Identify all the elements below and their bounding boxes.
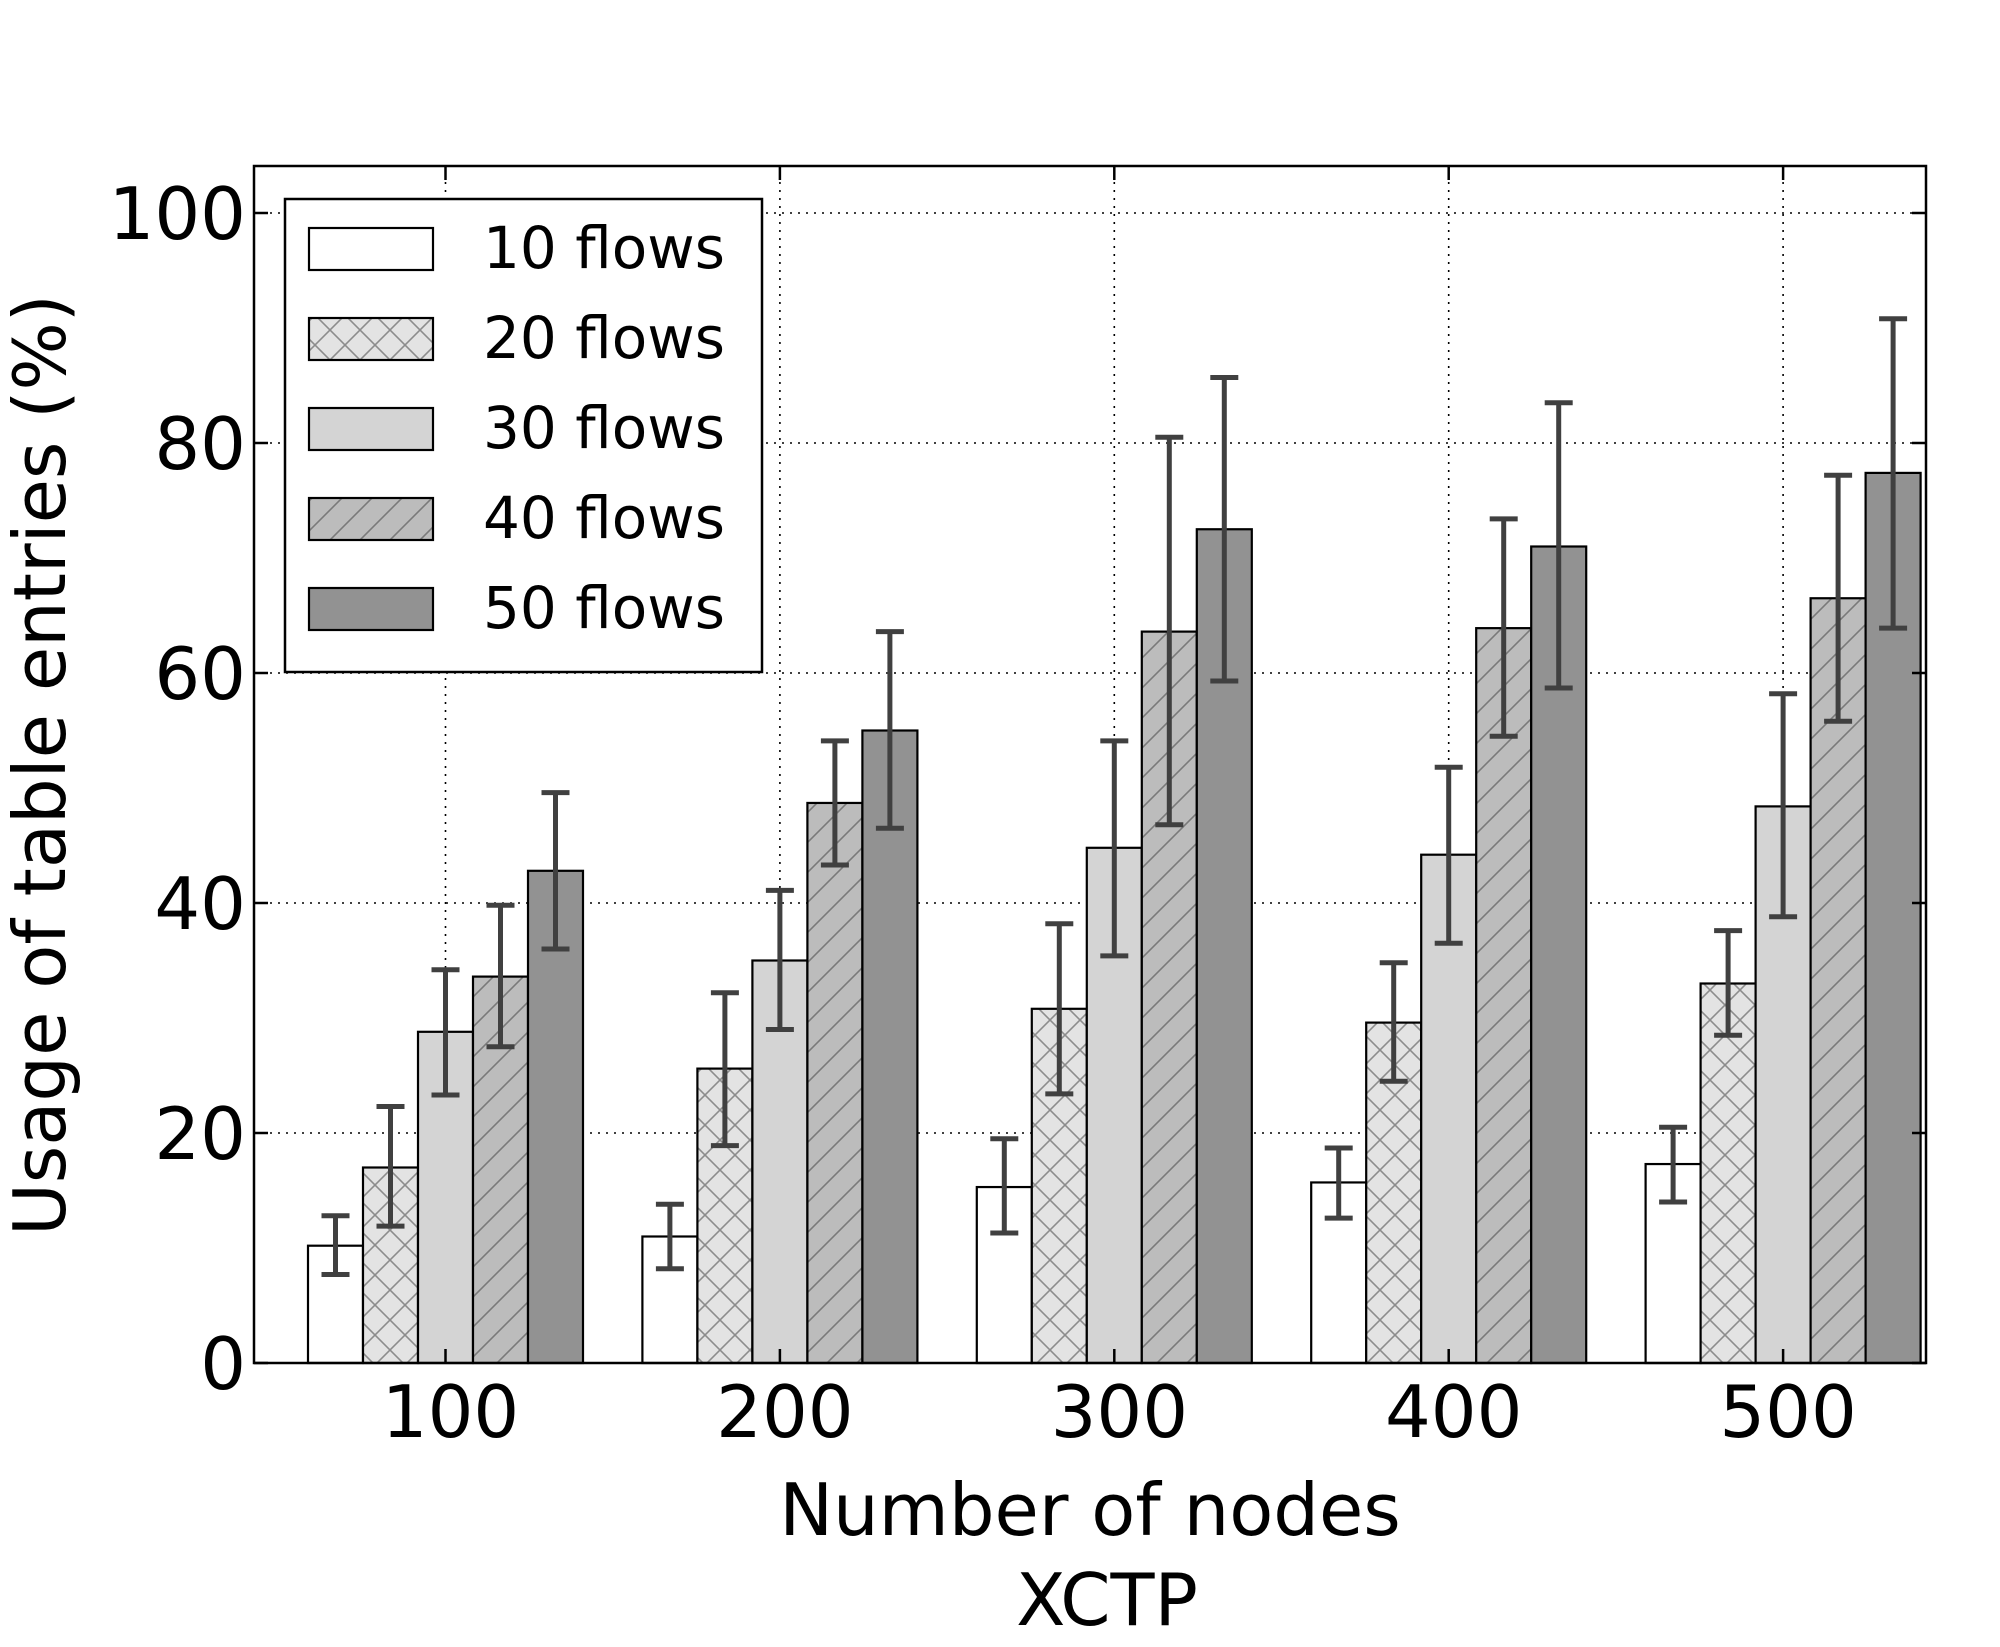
y-tick-label: 40 xyxy=(154,862,246,946)
legend-swatch-outline xyxy=(307,406,435,452)
bar xyxy=(528,870,583,1363)
legend: 10 flows 20 flows 30 flows 40 flows 50 flows xyxy=(283,197,764,674)
bar-hatch xyxy=(1810,598,1866,1363)
legend-label: 30 flows xyxy=(483,394,725,462)
legend-swatch-hatch xyxy=(309,318,433,360)
y-tick-label: 20 xyxy=(154,1092,246,1176)
y-tick-label: 100 xyxy=(109,172,246,256)
legend-label: 50 flows xyxy=(483,574,725,642)
grid-lines xyxy=(254,166,1926,1363)
legend-swatch xyxy=(309,228,433,270)
bar-hatch xyxy=(1476,628,1532,1363)
x-tick-label: 100 xyxy=(382,1370,519,1454)
legend-swatch-hatch xyxy=(309,498,433,540)
x-tick-label: 500 xyxy=(1719,1370,1856,1454)
legend-label: 40 flows xyxy=(483,484,725,552)
legend-swatch xyxy=(309,588,433,630)
legend-swatch-outline xyxy=(307,496,435,542)
y-tick-label: 0 xyxy=(200,1322,246,1406)
y-tick-label: 60 xyxy=(154,632,246,716)
x-tick-label: 400 xyxy=(1385,1370,1522,1454)
legend-label: 20 flows xyxy=(483,304,725,372)
legend-swatch-outline xyxy=(307,226,435,272)
legend-swatch xyxy=(309,408,433,450)
x-tick-label: 200 xyxy=(716,1370,853,1454)
legend-swatch-outline xyxy=(307,316,435,362)
chart-subtitle: XCTP xyxy=(1016,1558,1198,1642)
plot-frame xyxy=(252,164,1928,1365)
x-axis-title: Number of nodes xyxy=(779,1468,1401,1552)
legend-swatch-outline xyxy=(307,586,435,632)
x-axis-ticks: 100 200 300 400 500 xyxy=(382,166,1857,1454)
bar-hatch xyxy=(1700,983,1756,1363)
y-axis-title: Usage of table entries (%) xyxy=(0,294,82,1236)
legend-label: 10 flows xyxy=(483,214,725,282)
y-tick-label: 80 xyxy=(154,402,246,486)
y-axis-ticks: 0 20 40 60 80 100 xyxy=(109,172,1926,1406)
bar xyxy=(862,730,918,1363)
x-tick-label: 300 xyxy=(1051,1370,1188,1454)
error-bars xyxy=(321,316,1908,1277)
bar-hatch xyxy=(807,802,863,1363)
